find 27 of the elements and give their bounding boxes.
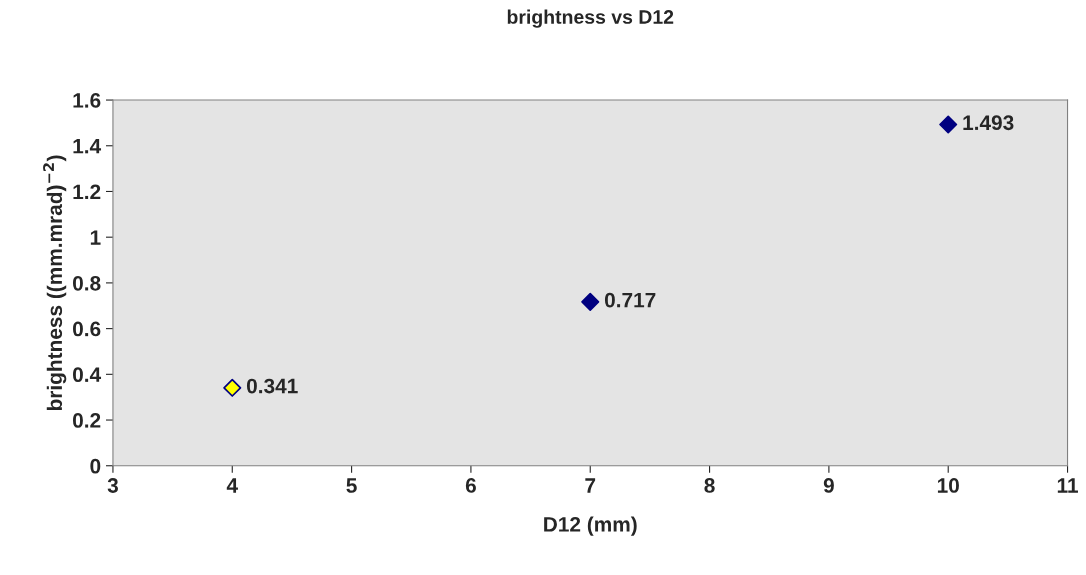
x-tick-label: 4 [226, 478, 238, 493]
y-tick-label: 1.6 [73, 93, 101, 108]
x-tick-label: 8 [704, 478, 715, 493]
y-tick-label: 1 [90, 230, 101, 245]
y-tick-label: 1.2 [73, 184, 101, 200]
y-axis-title: brightness ((mm.mrad)$^{−2}$) [43, 155, 67, 411]
x-tick-label: 6 [465, 478, 476, 493]
y-tick-label: 0 [90, 458, 101, 474]
point [223, 378, 242, 397]
x-tick-label: 7 [585, 478, 596, 493]
chart-title: brightness vs D12 [507, 9, 674, 28]
y-tick-label: 0.2 [73, 413, 101, 428]
data-label: 1.493 [963, 115, 1014, 131]
y-tick-label: 0.4 [73, 367, 102, 383]
x-tick-label: 10 [937, 478, 959, 493]
y-tick-label: 0.6 [73, 321, 101, 337]
point [939, 115, 958, 134]
y-tick-label: 0.8 [73, 275, 101, 291]
data-label: 0.341 [246, 378, 298, 394]
data-label: 0.717 [604, 292, 656, 308]
y-tick-label: 1.4 [73, 138, 102, 154]
x-tick-label: 9 [823, 478, 834, 493]
x-tick-label: 3 [107, 478, 118, 493]
x-tick-label: 11 [1057, 478, 1078, 493]
point [581, 292, 600, 311]
x-axis-title: D12 (mm) [544, 516, 637, 536]
x-tick-label: 5 [346, 478, 357, 493]
